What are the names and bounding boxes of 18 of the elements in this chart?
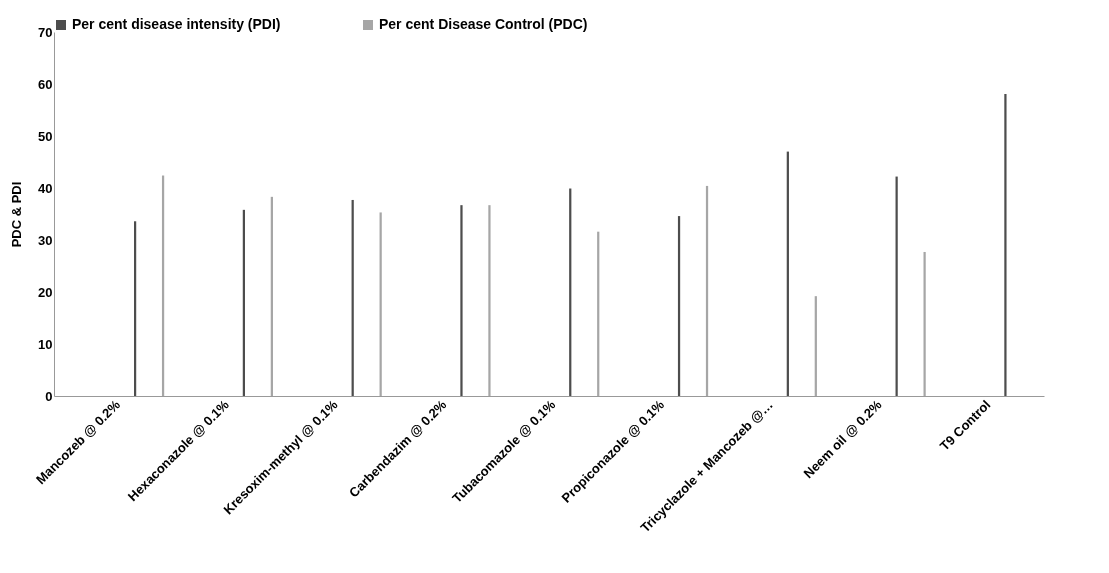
legend-label: Per cent disease intensity (PDI) [72, 16, 281, 32]
bar [488, 205, 491, 396]
y-tick-label: 0 [45, 388, 53, 404]
y-tick-label: 50 [38, 128, 53, 144]
legend-label: Per cent Disease Control (PDC) [379, 16, 588, 32]
bar [923, 251, 926, 396]
y-axis-title: PDC & PDI [9, 181, 25, 248]
y-tick-label: 10 [38, 336, 53, 352]
bar [133, 221, 137, 396]
bar [379, 212, 382, 396]
y-tick-label: 30 [38, 232, 53, 248]
y-tick-label: 70 [38, 24, 53, 40]
bar [460, 205, 463, 396]
y-tick-label: 20 [38, 284, 53, 300]
bar [1004, 93, 1007, 396]
y-tick-label: 40 [38, 180, 53, 196]
bar [814, 296, 817, 396]
y-tick-label: 60 [38, 76, 53, 92]
